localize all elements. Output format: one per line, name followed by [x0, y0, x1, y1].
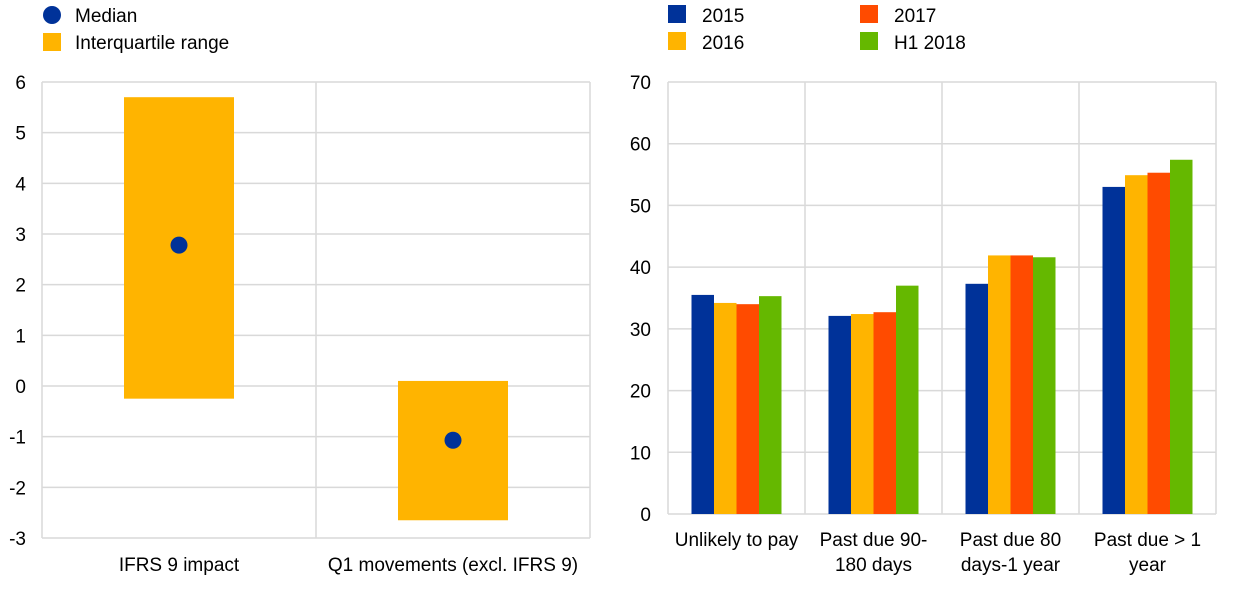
y-tick-label: 6 [15, 73, 26, 94]
y-tick-label: 40 [630, 258, 651, 279]
legend-marker [860, 5, 878, 23]
legend-label: 2015 [702, 6, 744, 27]
bar-2015 [828, 315, 851, 514]
y-tick-label: 4 [15, 174, 26, 195]
y-tick-label: 1 [15, 326, 26, 347]
legend-label: Median [75, 6, 137, 27]
x-tick-label: 180 days [835, 555, 912, 576]
x-tick-label: Past due 80 [960, 530, 1061, 551]
bar-2015 [1102, 186, 1125, 514]
x-tick-label: Unlikely to pay [675, 530, 799, 551]
y-tick-label: 20 [630, 382, 651, 403]
y-tick-label: -3 [9, 529, 26, 550]
bar-2015 [965, 283, 988, 514]
legend-marker [668, 5, 686, 23]
bar-2017 [1010, 255, 1033, 514]
x-tick-label: Q1 movements (excl. IFRS 9) [328, 555, 578, 576]
bar-2016 [988, 255, 1011, 514]
bar-h1-2018 [1033, 257, 1056, 514]
median-point [170, 236, 188, 254]
y-tick-label: 0 [15, 377, 26, 398]
legend-marker-iqr [43, 33, 61, 51]
y-tick-label: 70 [630, 73, 651, 94]
y-tick-label: 50 [630, 196, 651, 217]
y-tick-label: 30 [630, 320, 651, 341]
x-tick-label: days-1 year [961, 555, 1061, 576]
legend-label: Interquartile range [75, 33, 229, 54]
y-tick-label: 60 [630, 135, 651, 156]
x-tick-label: Past due > 1 [1094, 530, 1201, 551]
y-tick-label: 2 [15, 276, 26, 297]
iqr-box [398, 380, 508, 521]
x-tick-label: year [1129, 555, 1167, 576]
bar-2016 [1125, 175, 1148, 514]
bar-2015 [691, 294, 714, 514]
y-tick-label: 10 [630, 443, 651, 464]
legend-marker [668, 32, 686, 50]
y-tick-label: 0 [640, 505, 651, 526]
bar-2017 [873, 312, 896, 514]
y-tick-label: -1 [9, 428, 26, 449]
bar-h1-2018 [896, 285, 919, 514]
x-tick-label: Past due 90- [820, 530, 928, 551]
x-tick-label: IFRS 9 impact [119, 555, 240, 576]
bar-2017 [1147, 172, 1170, 514]
legend-label: H1 2018 [894, 33, 966, 54]
bar-h1-2018 [759, 296, 782, 514]
legend-label: 2017 [894, 6, 936, 27]
legend-marker-median [43, 6, 61, 24]
bar-2016 [851, 314, 874, 514]
median-point [444, 431, 462, 449]
legend-marker [860, 32, 878, 50]
bar-2017 [736, 304, 759, 514]
legend-label: 2016 [702, 33, 744, 54]
y-tick-label: 3 [15, 225, 26, 246]
y-tick-label: -2 [9, 478, 26, 499]
bar-h1-2018 [1170, 159, 1193, 514]
y-tick-label: 5 [15, 124, 26, 145]
bar-2016 [714, 302, 737, 514]
